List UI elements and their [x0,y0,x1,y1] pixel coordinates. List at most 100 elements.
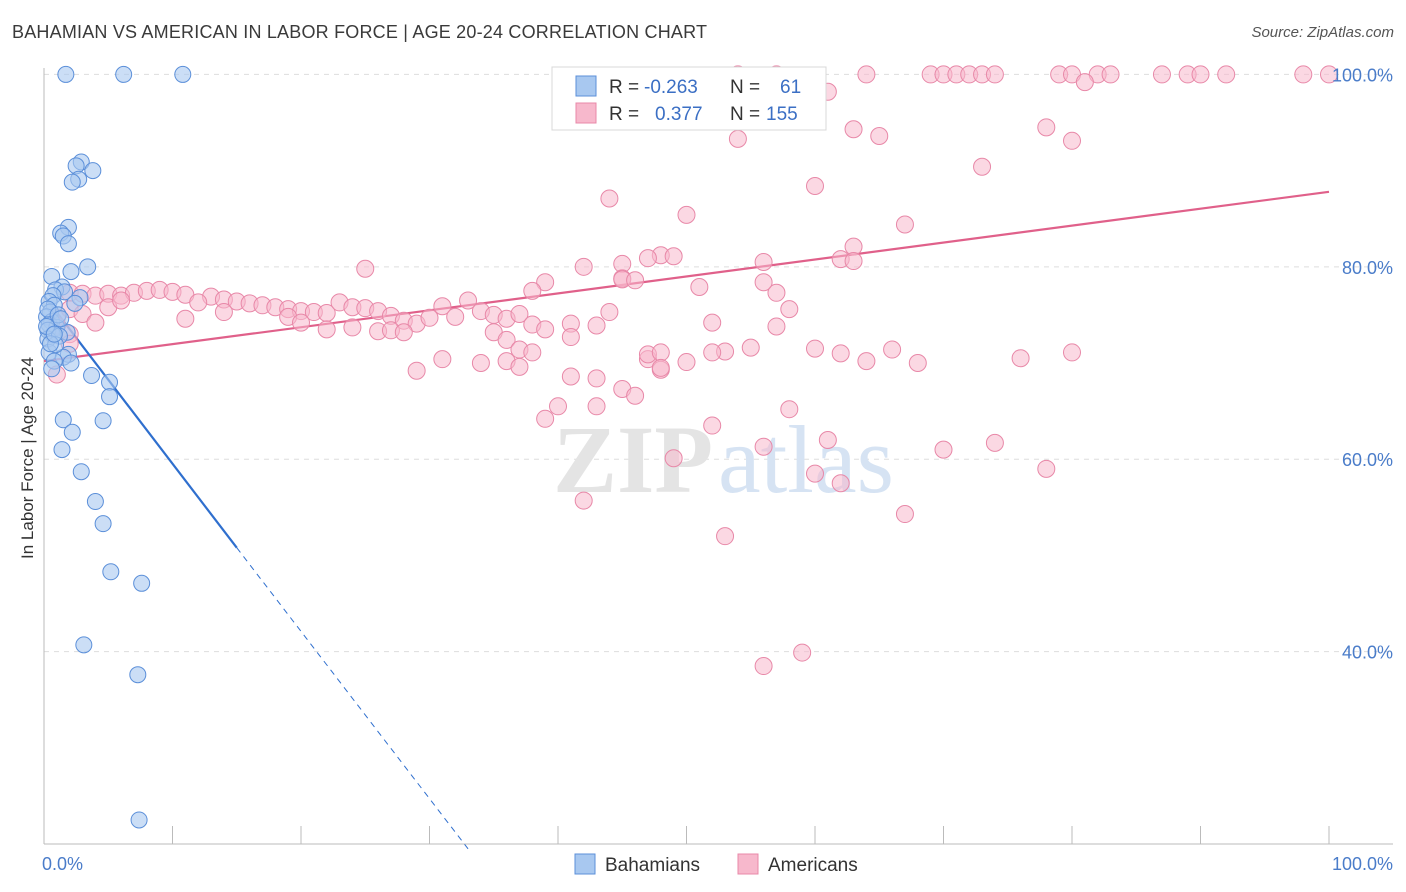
legend-swatch-americans [575,102,597,124]
americans-point-2 [857,65,876,84]
legend-swatch-bahamians [575,75,597,97]
americans-point-116 [510,357,529,376]
americans-point-45 [523,281,542,300]
bahamians-trend-extension [236,547,469,850]
americans-point-88 [292,313,310,332]
trend-lines [43,190,1330,850]
americans-point-144 [587,397,606,416]
watermark-atlas: atlas [718,406,894,513]
americans-point-148 [664,449,683,468]
americans-point-100 [86,313,105,332]
americans-point-133 [703,343,722,362]
americans-point-137 [754,273,773,292]
legend-n-label-1: N = [730,104,760,125]
americans-point-145 [703,416,722,435]
americans-point-37 [754,253,773,272]
bahamians-point-45 [72,463,90,481]
americans-point-93 [394,323,413,342]
bahamians-point-38 [83,367,101,385]
americans-point-30 [895,215,914,234]
bahamians-point-50 [75,636,93,654]
bahamians-point-11 [59,235,77,253]
americans-point-17 [1294,65,1313,84]
americans-points [47,65,1338,676]
americans-trend-line [43,190,1330,363]
americans-point-111 [767,317,786,336]
chart-title: BAHAMIAN VS AMERICAN IN LABOR FORCE | AG… [12,22,708,42]
bahamians-point-46 [86,493,104,511]
americans-point-109 [600,303,619,322]
americans-point-124 [741,338,760,357]
americans-point-22 [844,120,863,139]
americans-point-106 [523,343,542,362]
bottom-legend-label-americans: Americans [768,855,858,876]
bottom-legend-swatch-americans [737,853,759,875]
y-tick-label-3: 100.0% [1332,65,1393,85]
americans-point-138 [651,358,670,377]
y-tick-label-0: 40.0% [1342,643,1393,663]
bahamians-point-47 [94,515,112,533]
americans-point-146 [780,400,799,419]
americans-point-12 [1101,65,1120,84]
americans-point-77 [446,307,465,326]
bahamians-points [38,65,192,829]
americans-point-136 [780,300,799,319]
legend-r-label-0: R = [609,77,639,98]
bahamians-point-60 [45,325,63,343]
americans-point-118 [587,369,606,388]
americans-point-13 [1152,65,1171,84]
americans-point-94 [189,293,208,312]
americans-point-43 [626,271,645,290]
americans-point-158 [754,657,773,676]
legend-r-label-1: R = [609,104,639,125]
y-tick-labels: 40.0% 60.0% 80.0% 100.0% [1332,65,1393,662]
americans-point-147 [818,430,837,449]
americans-point-78 [459,291,478,310]
americans-point-151 [985,433,1004,452]
bahamians-point-39 [101,373,119,391]
americans-point-89 [317,320,336,339]
americans-point-132 [677,353,696,372]
bahamians-point-1 [115,65,133,83]
americans-point-26 [973,157,992,176]
americans-point-29 [677,205,696,224]
bahamians-point-59 [52,310,70,328]
americans-point-86 [214,303,233,322]
bahamians-point-42 [94,412,112,430]
americans-point-104 [497,330,516,349]
bahamians-point-36 [62,354,80,372]
americans-point-131 [626,386,645,405]
americans-point-47 [767,283,786,302]
americans-point-141 [561,328,580,347]
americans-point-75 [420,308,439,327]
legend-n-label-0: N = [730,77,760,98]
americans-point-149 [754,437,773,456]
americans-point-8 [985,65,1004,84]
bahamians-point-0 [57,65,75,83]
americans-point-76 [433,297,452,316]
americans-point-110 [703,313,722,332]
americans-point-23 [870,126,889,145]
bahamians-point-49 [133,574,151,592]
americans-point-85 [176,309,195,328]
americans-point-150 [934,440,953,459]
americans-point-152 [1037,459,1056,478]
bottom-legend-label-bahamians: Bahamians [605,855,700,876]
americans-point-27 [806,177,824,196]
americans-point-40 [356,259,375,278]
americans-point-122 [651,343,670,362]
americans-point-46 [690,278,709,297]
americans-point-143 [549,397,567,416]
americans-point-129 [1063,343,1081,362]
bahamians-point-5 [84,162,102,180]
americans-point-28 [600,189,619,208]
americans-point-156 [574,491,593,510]
x-tick-label-0: 0.0% [42,854,83,874]
americans-point-113 [433,350,452,369]
legend-n-value-1: 155 [766,104,798,125]
americans-point-90 [343,318,362,337]
americans-point-19 [1075,73,1094,92]
grid-lines [44,73,1393,653]
americans-point-135 [883,340,902,359]
